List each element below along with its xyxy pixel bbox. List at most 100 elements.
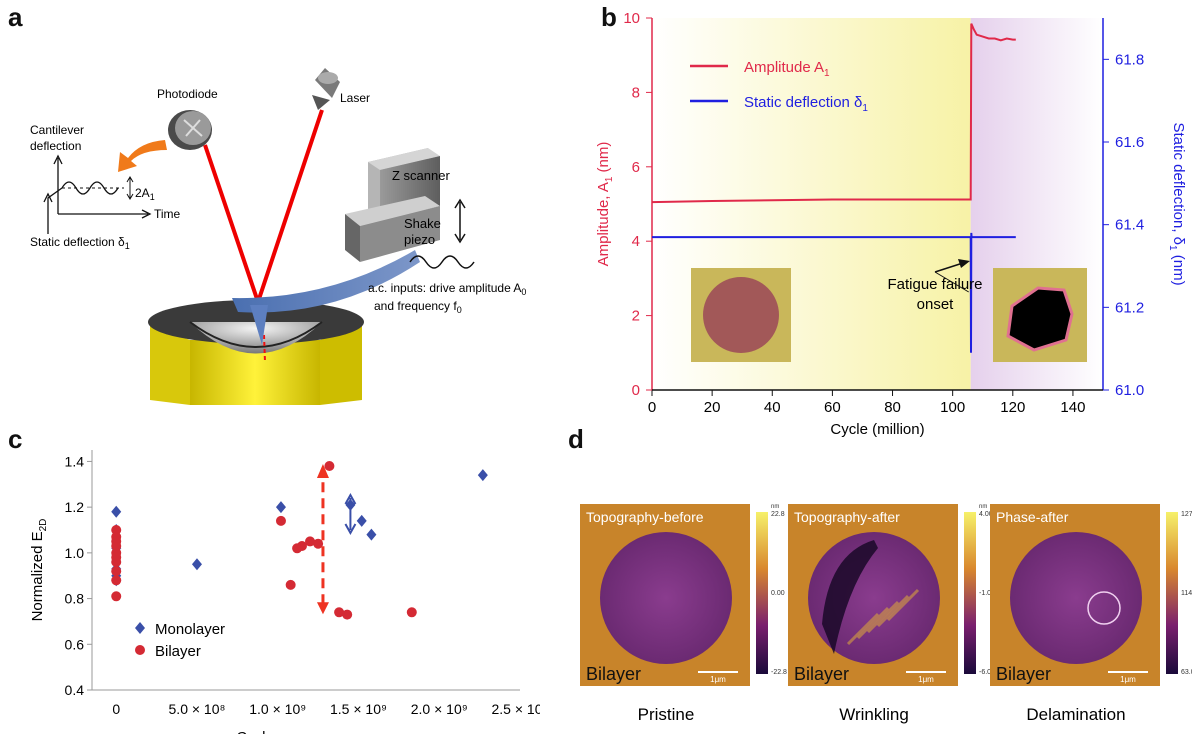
legend-monolayer-marker xyxy=(135,622,145,634)
afm-layer-label: Bilayer xyxy=(586,664,641,684)
colorbar-bottom: -22.8 xyxy=(771,669,787,676)
caption-3: Delamination xyxy=(1026,705,1125,724)
y-left-tick-label: 6 xyxy=(632,159,640,176)
y-tick-label: 1.4 xyxy=(65,453,85,469)
x-tick-label: 2.0 × 10⁹ xyxy=(411,701,468,717)
shake-label-1: Shake xyxy=(404,216,441,231)
wrinkle-line xyxy=(866,600,900,634)
signal-arrow xyxy=(118,140,167,172)
time-label: Time xyxy=(154,207,181,221)
afm-title: Phase-after xyxy=(996,509,1069,525)
bilayer-point xyxy=(305,536,316,547)
panel-b-letter: b xyxy=(601,2,617,32)
annotation-line1: Fatigue failure xyxy=(887,276,982,293)
laser-beam-out xyxy=(203,144,260,303)
y-right-tick-label: 61.6 xyxy=(1115,134,1144,151)
membrane-bowl xyxy=(190,322,322,354)
y-left-tick-label: 2 xyxy=(632,308,640,325)
panel-a-letter: a xyxy=(8,2,23,32)
y-right-tick-label: 61.8 xyxy=(1115,51,1144,68)
x-tick-label: 140 xyxy=(1060,399,1085,416)
cantilever-label-1: Cantilever xyxy=(30,123,84,137)
wrinkle-line xyxy=(856,606,890,640)
wrinkle-dark xyxy=(822,540,878,654)
y-tick-label: 1.2 xyxy=(65,499,85,515)
afm-layer-label: Bilayer xyxy=(996,664,1051,684)
legend-monolayer-label: Monolayer xyxy=(155,621,225,638)
x-tick-label: 20 xyxy=(704,399,721,416)
monolayer-point xyxy=(356,514,367,527)
red-arrow-head-up xyxy=(316,464,329,478)
caption-1: Pristine xyxy=(638,705,695,724)
wrinkle-line xyxy=(876,594,910,628)
monolayer-point xyxy=(275,501,286,514)
y-axis-title: Normalized E2D xyxy=(29,519,49,622)
x-axis-title: Cycle (million) xyxy=(830,421,924,438)
monolayer-point xyxy=(477,469,488,482)
colorbar-bottom: -6.00 xyxy=(979,669,995,676)
cantilever-label-2: deflection xyxy=(30,139,81,153)
y-left-tick-label: 8 xyxy=(632,84,640,101)
panel-d-images: Topography-before Bilayer 1μm 22.8 0.00 -22.8… xyxy=(580,504,1192,724)
x-tick-label: 60 xyxy=(824,399,841,416)
x-tick-label: 40 xyxy=(764,399,781,416)
bilayer-point xyxy=(111,541,122,551)
y-right-title: Static deflection, δ1 (nm) xyxy=(1167,122,1187,285)
bilayer-point xyxy=(406,607,417,618)
bilayer-point xyxy=(324,461,335,471)
y-left-tick-label: 4 xyxy=(632,233,640,250)
bilayer-point xyxy=(111,566,122,577)
bilayer-point xyxy=(296,541,307,551)
bilayer-point xyxy=(111,557,122,567)
x-tick-label: 0 xyxy=(112,701,120,717)
series-left xyxy=(651,23,1016,204)
colorbar-mid: 114° xyxy=(1181,589,1192,597)
amplitude-label: 2A1 xyxy=(135,186,155,202)
photodiode-label: Photodiode xyxy=(157,87,218,101)
y-right-tick-label: 61.4 xyxy=(1115,217,1144,234)
annotation-arrowhead xyxy=(958,259,970,268)
wrinkle-line xyxy=(886,588,920,622)
afm-title: Topography-after xyxy=(794,509,900,525)
panel-d-letter: d xyxy=(568,424,584,454)
photodiode xyxy=(168,110,212,150)
delamination-circle xyxy=(1087,591,1121,625)
y-right-tick-label: 61.0 xyxy=(1115,382,1144,399)
bilayer-point xyxy=(342,609,353,620)
z-scanner-label: Z scanner xyxy=(392,168,450,183)
colorbar xyxy=(756,512,768,674)
monolayer-point xyxy=(191,558,202,571)
x-tick-label: 1.0 × 10⁹ xyxy=(249,701,306,717)
cantilever xyxy=(232,250,420,313)
z-scanner xyxy=(345,148,440,262)
x-tick-label: 1.5 × 10⁹ xyxy=(330,701,387,717)
scale-bar-label: 1μm xyxy=(1120,675,1136,684)
colorbar-top: 22.8 xyxy=(771,511,785,518)
colorbar-top: 127° xyxy=(1181,510,1192,518)
colorbar-unit: nm xyxy=(771,504,779,510)
legend-label: Amplitude A1 xyxy=(744,59,830,79)
bilayer-point xyxy=(334,607,345,618)
colorbar-top: 4.00 xyxy=(979,511,993,518)
colorbar xyxy=(1166,512,1178,674)
x-tick-label: 5.0 × 10⁸ xyxy=(169,701,226,717)
blue-arrow-head-up xyxy=(344,492,357,505)
x-tick-label: 80 xyxy=(884,399,901,416)
colorbar-mid: 0.00 xyxy=(771,590,785,597)
panel-c-letter: c xyxy=(8,424,23,454)
laser-label: Laser xyxy=(340,91,370,105)
bilayer-point xyxy=(285,579,296,590)
bilayer-point xyxy=(111,575,122,586)
bilayer-point xyxy=(313,538,324,549)
chart-c: 0.4 0.6 0.8 1.0 1.2 1.4 0 5.0 × 10⁸ 1.0 × 10⁹ 1.5… xyxy=(29,450,540,734)
x-tick-label: 100 xyxy=(940,399,965,416)
substrate-yellow xyxy=(150,325,190,405)
y-right-tick-label: 61.2 xyxy=(1115,299,1144,316)
inset-before-membrane xyxy=(703,277,779,353)
x-axis-title: Cycle xyxy=(236,729,274,734)
afm-title: Topography-before xyxy=(586,509,704,525)
x-tick-label: 120 xyxy=(1000,399,1025,416)
x-tick-label: 2.5 × 10⁹ xyxy=(492,701,540,717)
shake-label-2: piezo xyxy=(404,232,435,247)
blue-arrow-head-down xyxy=(344,523,357,536)
